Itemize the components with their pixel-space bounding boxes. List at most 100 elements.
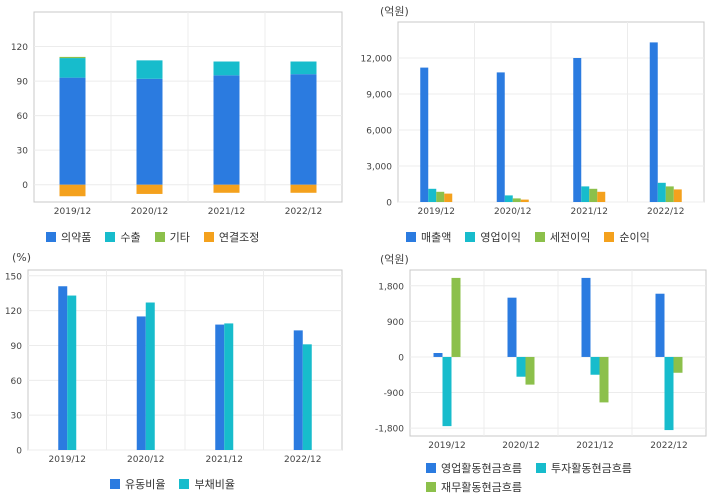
legend-label: 기타	[169, 231, 190, 244]
legend-ratios: 유동비율 부채비율	[110, 476, 350, 492]
x-tick-label: 2019/12	[49, 455, 86, 465]
x-tick-label: 2020/12	[127, 455, 164, 465]
legend-item: 부채비율	[179, 476, 235, 492]
bar	[597, 191, 606, 202]
bar	[664, 356, 674, 431]
legend-item: 세전이익	[534, 229, 590, 245]
bar	[444, 193, 453, 202]
y-tick-label: 0	[398, 353, 404, 363]
bar	[507, 297, 517, 357]
y-tick-label: -1,800	[375, 425, 404, 435]
bar	[290, 184, 317, 193]
y-tick-label: -900	[384, 389, 405, 399]
chart-ratios: 0 30 60 90 120 150 2019/12 2020/12 2021/12 2022/1…	[5, 269, 343, 465]
x-tick-label: 2019/12	[428, 441, 465, 451]
y-tick-label: 150	[5, 272, 22, 282]
y-tick-label: 0	[16, 447, 22, 457]
legend-label: 영업이익	[480, 231, 521, 244]
legend-item: 영업활동현금흐름	[426, 460, 522, 476]
legend-label: 부채비율	[194, 478, 235, 491]
bar	[215, 324, 225, 450]
x-tick-label: 2022/12	[650, 441, 687, 451]
bar	[673, 356, 683, 373]
legend-swatch	[46, 232, 56, 242]
bar	[436, 191, 445, 202]
x-tick-label: 2022/12	[647, 207, 684, 217]
bar	[293, 330, 303, 450]
bar	[665, 186, 674, 202]
x-tick-label: 2021/12	[576, 441, 613, 451]
legend-label: 연결조정	[218, 231, 260, 244]
y-tick-label: 1,800	[378, 282, 404, 292]
y-tick-label: 0	[22, 181, 28, 191]
legend-item: 순이익	[604, 229, 650, 245]
chart-panel-product-mix: 0 30 60 90 120 2019/12 2020/12 2021/12 2022/12 의…	[0, 0, 360, 248]
bar	[581, 186, 590, 202]
bar	[520, 199, 529, 202]
bar	[581, 277, 591, 357]
chart-cashflow: -1,800 -900 0 900 1,800 2019/12 2020/12 2021/12…	[375, 269, 707, 451]
legend-item: 기타	[154, 229, 190, 245]
bar	[442, 356, 452, 427]
bar	[589, 188, 598, 202]
x-tick-label: 2019/12	[54, 207, 91, 217]
chart-panel-ratios: (%) 0 30 60 90 120 150 2019/12 2020/12 2021/12 20…	[0, 248, 360, 496]
x-tick-label: 2021/12	[208, 207, 245, 217]
legend-label: 매출액	[421, 231, 452, 244]
x-tick-label: 2022/12	[285, 207, 322, 217]
x-tick-label: 2021/12	[571, 207, 608, 217]
bar	[655, 293, 665, 357]
legend-swatch	[154, 232, 165, 242]
y-tick-label: 3,000	[366, 163, 392, 173]
bar	[136, 184, 163, 194]
legend-label: 수출	[120, 231, 141, 244]
legend-label: 유동비율	[125, 478, 166, 491]
legend-swatch	[110, 479, 120, 489]
bar	[302, 344, 312, 450]
unit-label: (%)	[12, 251, 32, 264]
y-tick-label: 0	[386, 199, 392, 209]
legend-item: 투자활동현금흐름	[535, 460, 632, 476]
bar	[59, 56, 86, 59]
legend-swatch	[534, 232, 545, 242]
unit-label: (억원)	[380, 5, 409, 18]
bar	[290, 74, 317, 185]
y-tick-label: 90	[11, 342, 23, 352]
bar	[67, 295, 77, 450]
x-tick-label: 2021/12	[206, 455, 243, 465]
legend-item: 재무활동현금흐름	[426, 479, 522, 495]
bar	[573, 58, 582, 202]
legend-income: 매출액 영업이익 세전이익 순이익	[406, 229, 716, 245]
legend-swatch	[535, 463, 546, 473]
legend-item: 영업이익	[465, 229, 521, 245]
legend-item: 매출액	[406, 229, 451, 245]
bar	[673, 189, 682, 202]
bar	[145, 302, 155, 450]
legend-label: 의약품	[61, 231, 92, 244]
bar	[136, 78, 163, 185]
bar	[590, 356, 600, 375]
bar	[504, 195, 513, 202]
y-tick-label: 90	[17, 78, 29, 88]
legend-label: 영업활동현금흐름	[441, 462, 522, 475]
legend-item: 연결조정	[203, 229, 260, 245]
bar	[213, 75, 240, 185]
y-tick-label: 120	[11, 43, 28, 53]
chart-panel-income: (억원) 0 3,000 6,000 9,000 12,000 2019/12 2020/1…	[360, 0, 720, 248]
x-tick-label: 2020/12	[502, 441, 539, 451]
bar	[496, 72, 505, 203]
legend-label: 투자활동현금흐름	[550, 462, 632, 475]
y-tick-label: 6,000	[366, 127, 392, 137]
legend-item: 유동비율	[110, 476, 165, 492]
x-tick-label: 2020/12	[494, 207, 531, 217]
bar	[599, 356, 609, 403]
legend-swatch	[604, 232, 615, 242]
unit-label: (억원)	[380, 253, 409, 266]
legend-swatch	[465, 232, 476, 242]
bar	[428, 188, 437, 202]
bar	[213, 184, 240, 193]
y-tick-label: 900	[387, 318, 404, 328]
legend-swatch	[203, 232, 214, 242]
bar	[420, 67, 429, 202]
